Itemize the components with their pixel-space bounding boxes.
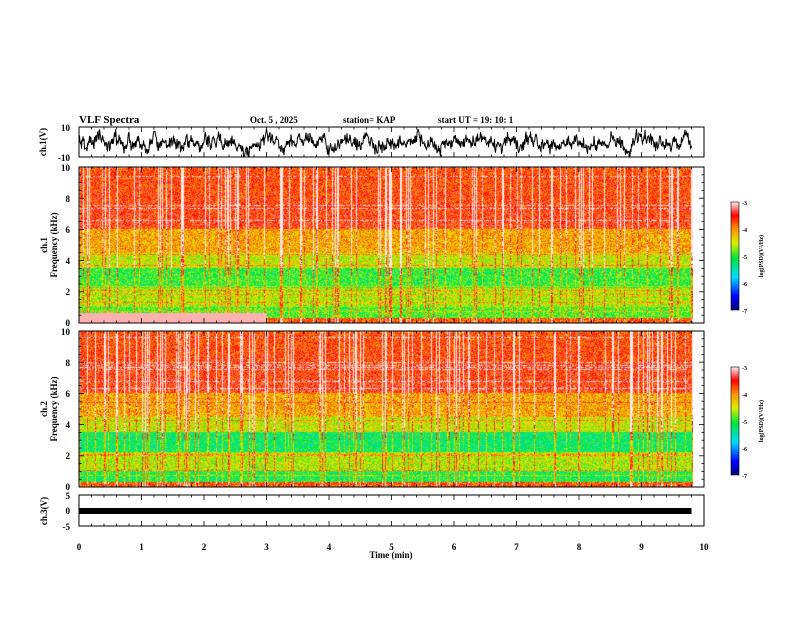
ch2-spectrogram-panel: 0 2 4 6 8 10 ch.2 Frequency (kHz): [39, 327, 705, 492]
ch3-wave-ylabel: ch.3(V): [39, 497, 49, 525]
ch2-cb-tick-m4: -4: [742, 393, 747, 399]
ch1-spectrogram-panel: 0 2 4 6 8 10 ch.1 Frequency (kHz): [39, 163, 705, 328]
ch2-spec-ytick-8: 8: [66, 358, 71, 368]
ch2-colorbar: -3 -4 -5 -6 -7 log(PSD)(V²/Hz): [730, 366, 765, 480]
ch2-spec-ytick-2: 2: [66, 451, 71, 461]
x-axis-label: Time (min): [369, 550, 412, 560]
ch1-waveform-line: [78, 128, 692, 158]
ch3-wave-ytick-0: 0: [66, 506, 71, 516]
ch2-colorbar-frame: [730, 366, 740, 476]
ch1-spec-ytick-0: 0: [66, 318, 71, 328]
ch1-wave-ytick-bottom: -10: [58, 153, 70, 163]
ch1-cb-tick-m4: -4: [742, 228, 747, 234]
xtick-6: 6: [452, 542, 457, 552]
ch1-cb-tick-m3: -3: [742, 201, 747, 207]
xtick-4: 4: [327, 542, 332, 552]
ch2-cb-tick-m6: -6: [742, 447, 747, 453]
ch3-wave-ytick-5: 5: [66, 491, 71, 501]
header-date: Oct. 5 , 2025: [250, 115, 298, 125]
x-axis: 0 1 2 3 4 5 6 7 8 9 10 Time (min): [77, 542, 709, 560]
ch2-cb-tick-m5: -5: [742, 420, 747, 426]
xtick-1: 1: [139, 542, 144, 552]
ch1-spec-ylabel: ch.1: [39, 237, 49, 253]
header-start-ut: start UT = 19: 10: 1: [438, 115, 514, 125]
ch2-spectrogram-image: [79, 331, 693, 487]
xtick-3: 3: [264, 542, 269, 552]
header-station: station= KAP: [343, 115, 396, 125]
ch2-spec-ytick-10: 10: [61, 327, 71, 337]
ch1-cb-tick-m7: -7: [742, 309, 747, 315]
ch1-wave-ytick-top: 10: [61, 123, 71, 133]
axis-tick-marks: [78, 127, 705, 526]
ch1-wave-ylabel: ch.1(V): [38, 128, 48, 156]
ch3-waveform-band: [79, 508, 692, 514]
ch1-spec-ytick-4: 4: [66, 256, 71, 266]
ch2-spec-ytick-6: 6: [66, 389, 71, 399]
ch1-spec-ytick-8: 8: [66, 194, 71, 204]
ch1-cb-tick-m5: -5: [742, 255, 747, 261]
xtick-10: 10: [700, 542, 710, 552]
ch1-colorbar-frame: [730, 201, 740, 311]
ch1-spec-ylabel-frequency: Frequency (kHz): [49, 212, 59, 277]
ch1-spec-ytick-2: 2: [66, 287, 71, 297]
chart-title: VLF Spectra: [79, 114, 140, 126]
ch1-cb-tick-m6: -6: [742, 282, 747, 288]
ch2-cb-tick-m3: -3: [742, 366, 747, 372]
xtick-0: 0: [77, 542, 82, 552]
ch1-spec-ytick-6: 6: [66, 225, 71, 235]
ch1-colorbar-label: log(PSD)(V²/Hz): [758, 235, 765, 277]
ch1-spectrogram-image: [79, 167, 693, 323]
xtick-8: 8: [577, 542, 582, 552]
ch2-cb-tick-m7: -7: [742, 474, 747, 480]
ch3-wave-ytick-m5: -5: [63, 522, 71, 532]
xtick-9: 9: [639, 542, 644, 552]
ch2-spec-ytick-0: 0: [66, 482, 71, 492]
xtick-5: 5: [389, 542, 394, 552]
ch1-colorbar: -3 -4 -5 -6 -7 log(PSD)(V²/Hz): [730, 201, 765, 315]
xtick-7: 7: [514, 542, 519, 552]
ch1-spec-ytick-10: 10: [61, 163, 71, 173]
ch1-colorbar-image: [731, 202, 739, 310]
ch2-colorbar-label: log(PSD)(V²/Hz): [758, 400, 765, 442]
xtick-2: 2: [202, 542, 207, 552]
ch2-spec-ytick-4: 4: [66, 420, 71, 430]
ch2-colorbar-image: [731, 367, 739, 475]
ch2-spec-ylabel-frequency: Frequency (kHz): [49, 376, 59, 441]
ch2-spec-ylabel: ch.2: [39, 401, 49, 417]
